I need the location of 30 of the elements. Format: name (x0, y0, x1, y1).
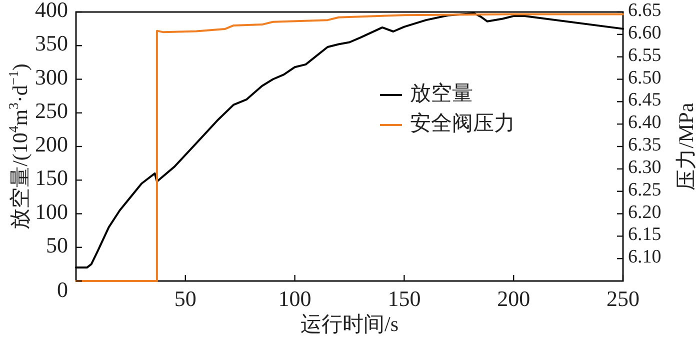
x-tick-label: 200 (497, 286, 530, 312)
y2-tick-label: 6.65 (628, 0, 662, 22)
y-tick-label: 250 (35, 98, 68, 123)
x-tick-label: 250 (606, 286, 640, 312)
y2-tick-label: 6.45 (628, 90, 662, 112)
x-tick-label: 150 (388, 286, 421, 312)
y-tick-label: 50 (46, 232, 68, 258)
y2-tick-label: 6.10 (628, 246, 662, 268)
y2-tick-label: 6.30 (628, 157, 662, 178)
y2-tick-label: 6.20 (628, 202, 662, 224)
x-tick-label: 50 (174, 286, 196, 312)
legend-label: 安全阀压力 (410, 110, 515, 135)
y2-axis-title: 压力/MPa (674, 102, 698, 190)
legend-label: 放空量 (410, 80, 473, 105)
x-tick-label: 100 (278, 286, 312, 312)
y2-tick-label: 6.40 (628, 112, 662, 134)
y-tick-label: 200 (35, 132, 68, 157)
y2-tick-label: 6.25 (628, 180, 662, 201)
y-tick-label: 350 (35, 30, 68, 56)
y2-tick-label: 6.60 (628, 22, 662, 44)
y-tick-label: 150 (35, 165, 68, 190)
y2-tick-label: 6.15 (628, 224, 662, 246)
y2-tick-label: 6.55 (628, 45, 662, 66)
y2-tick-label: 6.50 (628, 68, 662, 89)
y-tick-label: 300 (35, 64, 68, 90)
y-tick-label: 100 (35, 198, 68, 224)
x-axis-title: 运行时间/s (300, 312, 399, 336)
y-tick-label: 0 (57, 277, 68, 302)
y-tick-label: 400 (35, 0, 68, 22)
y2-tick-label: 6.35 (628, 134, 662, 156)
